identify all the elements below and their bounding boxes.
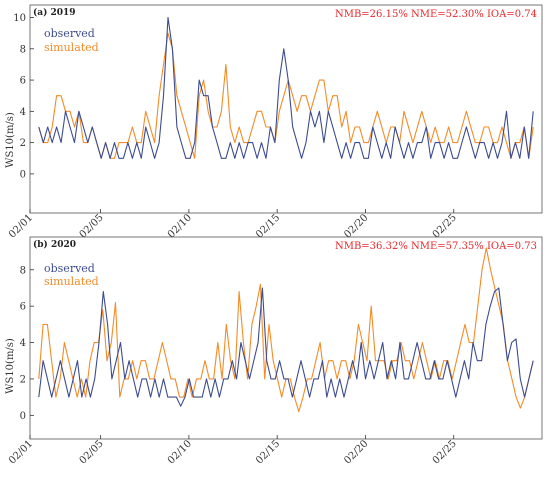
panel-a-simulated-line [38,32,534,159]
panel-b-xtick-label: 02/01 [7,438,35,466]
panel-a-ylabel: WS10(m/s) [5,112,16,168]
panel-a-observed-line [38,16,534,159]
panel-a-ytick-label: 2 [20,138,26,149]
panel-b-frame [29,236,543,440]
panel-a-stats: NMB=26.15% NME=52.30% IOA=0.74 [335,9,537,20]
panel-b-ytick-label: 4 [20,338,26,349]
panel-a-ytick-label: 0 [20,169,26,180]
panel-b-xtick-label: 02/10 [166,438,194,466]
panel-b-xtick-label: 02/25 [431,438,459,466]
panel-b-legend-observed: observed [44,262,95,275]
panel-b-observed-line [38,287,534,407]
panel-b-ytick-label: 8 [20,265,26,276]
panel-b-xtick-label: 02/20 [342,438,370,466]
panel-b-legend-simulated: simulated [44,275,99,288]
panel-b-ytick-label: 6 [20,302,26,313]
panel-b-ytick-label: 2 [20,374,26,385]
panel-a-xtick-label: 02/25 [431,212,459,240]
panel-a-legend-simulated: simulated [44,41,99,54]
panel-a-xtick-label: 02/15 [254,212,282,240]
panel-b-stats: NMB=36.32% NME=57.35% IOA=0.73 [335,241,537,252]
panel-a-series [38,16,534,159]
panel-b-ytick-label: 0 [20,411,26,422]
panel-a-ytick-label: 10 [13,13,26,24]
panel-b-label: (b) 2020 [33,239,76,250]
panel-a-xtick-label: 02/10 [166,212,194,240]
panel-a-label: (a) 2019 [33,7,76,18]
panel-a-ytick-label: 8 [20,44,26,55]
panel-a-ytick-label: 4 [20,107,26,118]
panel-a-ytick-label: 6 [20,76,26,87]
panel-b-xtick-label: 02/05 [78,438,106,466]
panel-a: (a) 2019 NMB=26.15% NME=52.30% IOA=0.74 … [5,4,543,241]
panel-b: (b) 2020 NMB=36.32% NME=57.35% IOA=0.73 … [5,236,543,467]
panel-b-ylabel: WS10(m/s) [5,338,16,394]
panel-b-series [38,247,534,413]
panel-a-xtick-label: 02/05 [78,212,106,240]
panel-a-xtick-label: 02/01 [7,212,35,240]
panel-a-legend-observed: observed [44,27,95,40]
panel-a-frame [29,4,543,214]
panel-a-xtick-label: 02/20 [342,212,370,240]
panel-b-simulated-line [38,247,534,413]
panel-b-xtick-label: 02/15 [254,438,282,466]
